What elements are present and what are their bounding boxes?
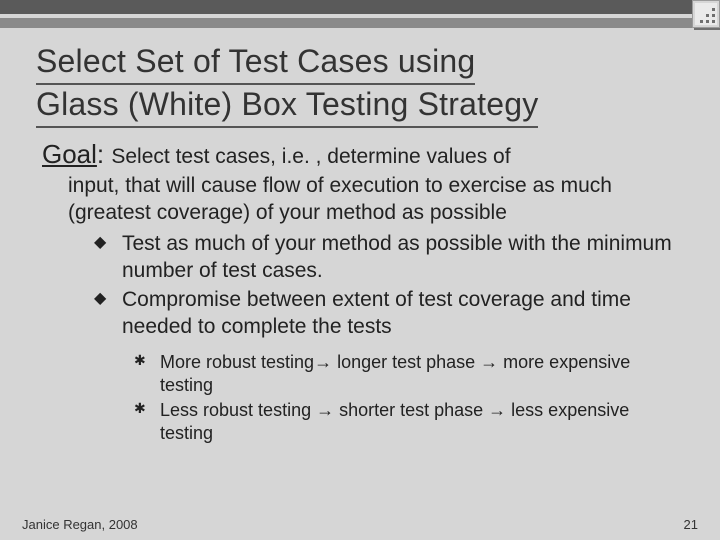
footer-author: Janice Regan, 2008 (22, 517, 138, 532)
decorative-top-bars (0, 0, 720, 32)
title-line-2: Glass (White) Box Testing Strategy (36, 85, 538, 128)
list-item: Less robust testing → shorter test phase… (134, 399, 678, 445)
goal-label: Goal (42, 139, 97, 169)
bullet-list-level1: Test as much of your method as possible … (42, 231, 678, 341)
slide-footer: Janice Regan, 2008 21 (22, 517, 698, 532)
slide-title-block: Select Set of Test Cases using Glass (Wh… (0, 32, 720, 128)
goal-intro: Select test cases, i.e. , determine valu… (111, 145, 510, 168)
footer-page-number: 21 (684, 517, 698, 532)
bullet-list-level2: More robust testing→ longer test phase →… (42, 351, 678, 445)
list-item: Compromise between extent of test covera… (94, 287, 678, 341)
title-line-1: Select Set of Test Cases using (36, 42, 475, 85)
goal-body: input, that will cause flow of execution… (42, 173, 678, 227)
slide-body: Goal: Select test cases, i.e. , determin… (0, 128, 720, 445)
list-item: Test as much of your method as possible … (94, 231, 678, 285)
resize-grip-icon (692, 0, 720, 28)
goal-paragraph: Goal: Select test cases, i.e. , determin… (42, 138, 678, 227)
list-item: More robust testing→ longer test phase →… (134, 351, 678, 397)
